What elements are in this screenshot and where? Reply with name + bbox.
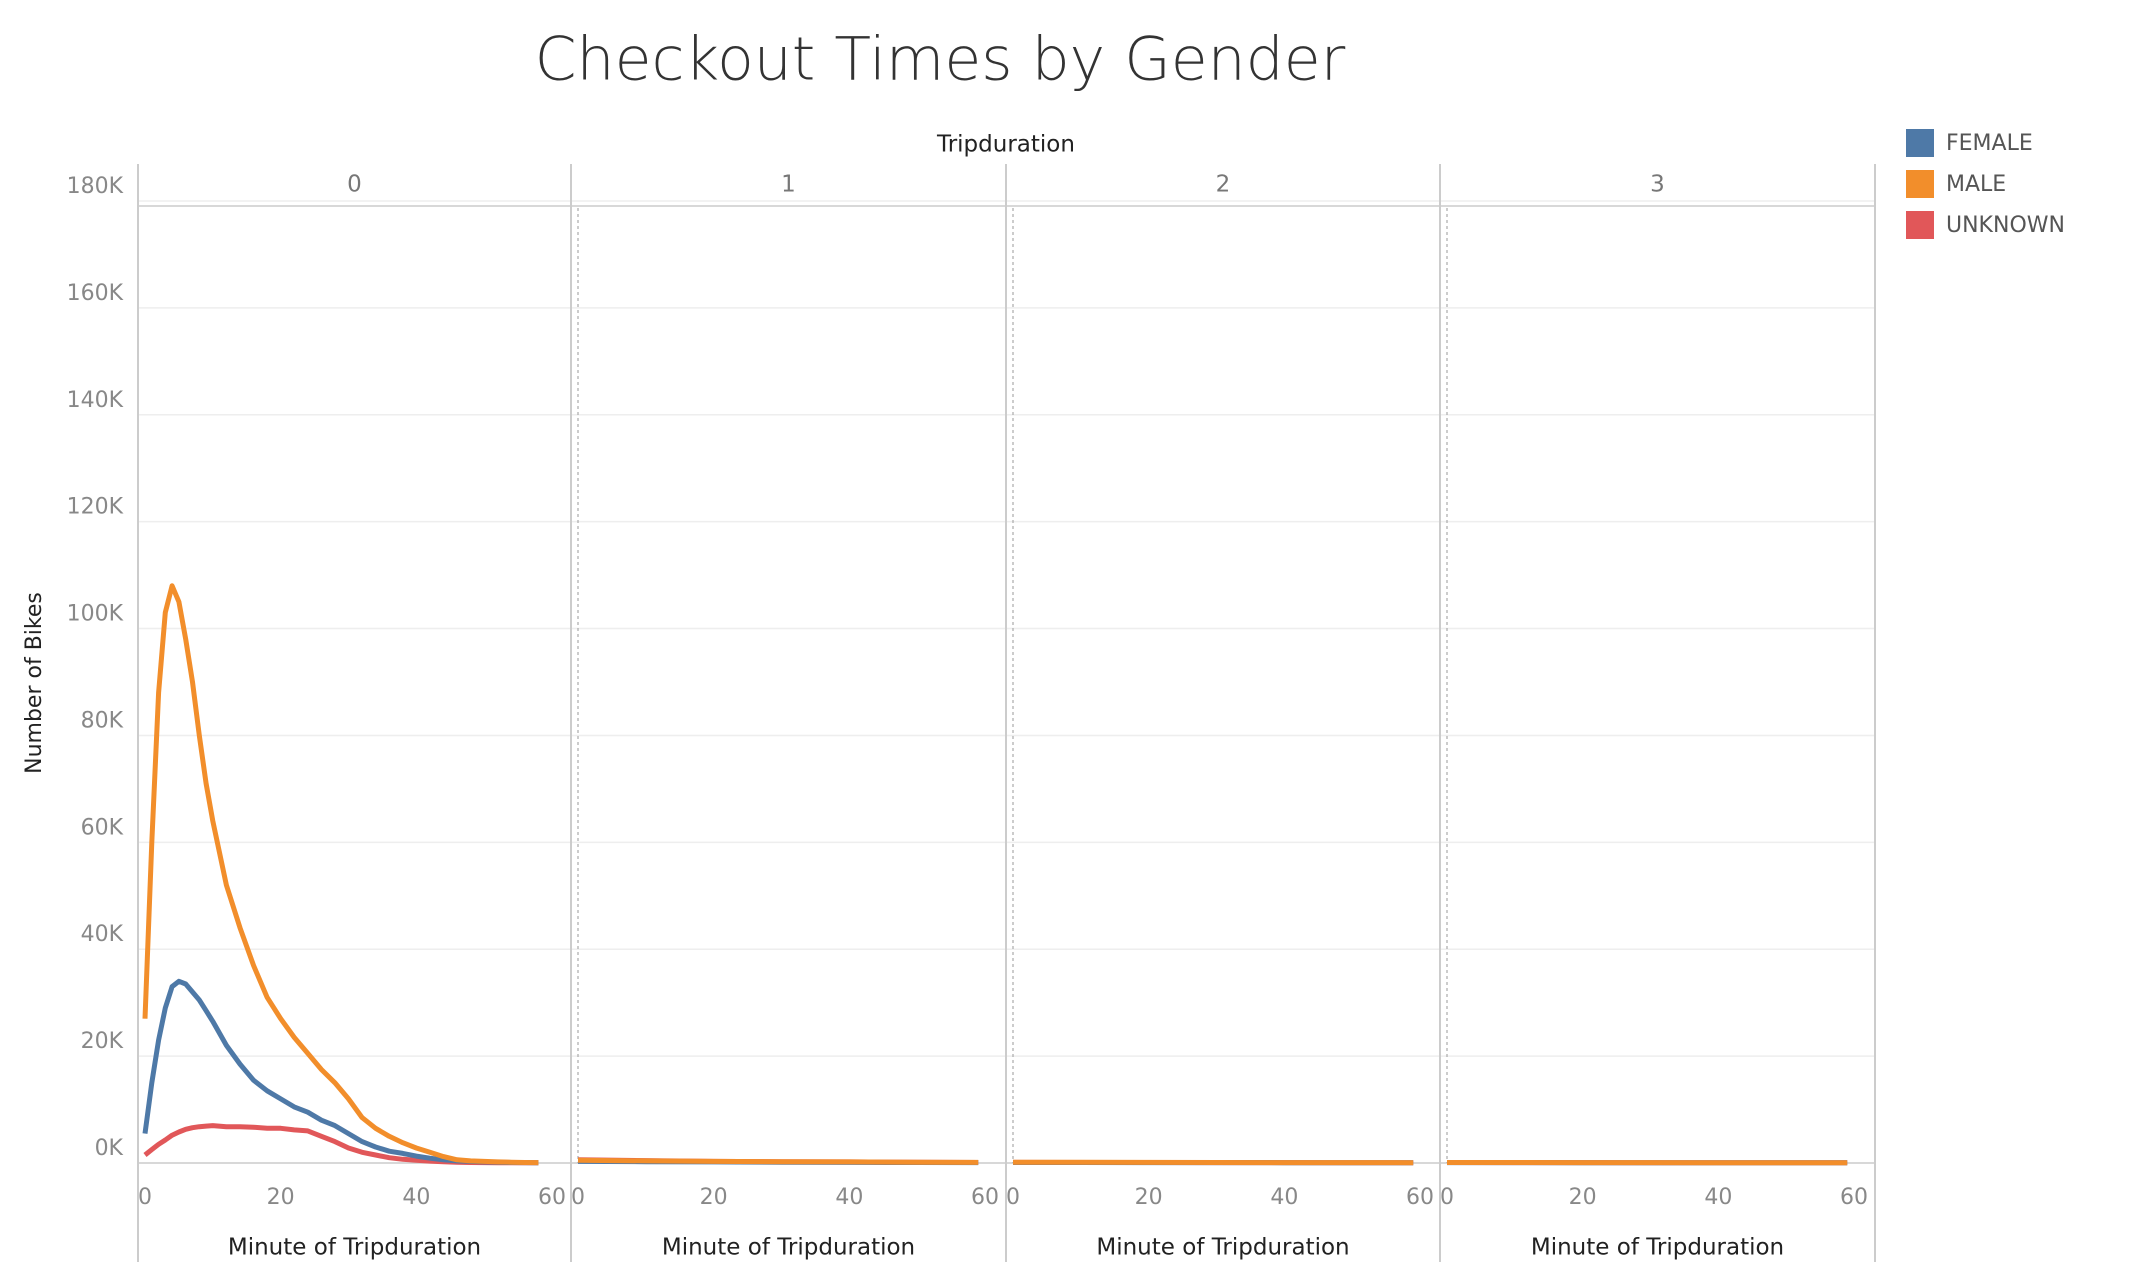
series-line [142,583,539,1166]
legend-swatch [1906,129,1934,157]
y-tick-label: 80K [81,708,124,733]
x-tick-label: 0 [1006,1185,1020,1210]
y-tick-label: 120K [67,495,124,520]
x-tick-label: 40 [402,1185,430,1210]
panel-label: 0 [347,172,362,198]
panel-label: 2 [1216,172,1231,198]
legend-swatch [1906,170,1934,198]
series-line [142,978,539,1166]
y-tick-label: 60K [81,815,124,840]
panel-label: 3 [1650,172,1665,198]
series-line [577,1157,979,1165]
legend-label: MALE [1946,172,2006,197]
x-tick-label: 0 [571,1185,585,1210]
legend-swatch [1906,211,1934,239]
y-tick-label: 0K [95,1136,124,1161]
legend-label: FEMALE [1946,131,2033,156]
x-tick-label: 40 [1704,1185,1732,1210]
x-tick-label: 0 [138,1185,152,1210]
y-tick-label: 160K [67,281,124,306]
x-tick-label: 20 [1569,1185,1597,1210]
y-tick-label: 40K [81,922,124,947]
x-tick-label: 20 [1135,1185,1163,1210]
x-tick-label: 40 [1270,1185,1298,1210]
x-axis-label: Minute of Tripduration [228,1235,481,1261]
panel-label: 1 [781,172,796,198]
y-tick-label: 140K [67,388,124,413]
x-tick-label: 40 [835,1185,863,1210]
legend-label: UNKNOWN [1946,213,2065,238]
x-axis-label: Minute of Tripduration [1096,1235,1349,1261]
chart-title: Checkout Times by Gender [535,25,1346,95]
x-tick-label: 20 [700,1185,728,1210]
x-tick-label: 60 [1406,1185,1434,1210]
x-axis-label: Minute of Tripduration [662,1235,915,1261]
y-tick-label: 180K [67,174,124,199]
x-tick-label: 0 [1440,1185,1454,1210]
x-tick-label: 60 [971,1185,999,1210]
x-tick-label: 20 [267,1185,295,1210]
y-axis-label: Number of Bikes [22,592,47,774]
x-tick-label: 60 [1840,1185,1868,1210]
series-line [1012,1159,1414,1166]
x-axis-label: Minute of Tripduration [1531,1235,1784,1261]
y-tick-label: 100K [67,602,124,627]
x-tick-label: 60 [538,1185,566,1210]
y-tick-label: 20K [81,1029,124,1054]
facet-title: Tripduration [936,132,1075,158]
